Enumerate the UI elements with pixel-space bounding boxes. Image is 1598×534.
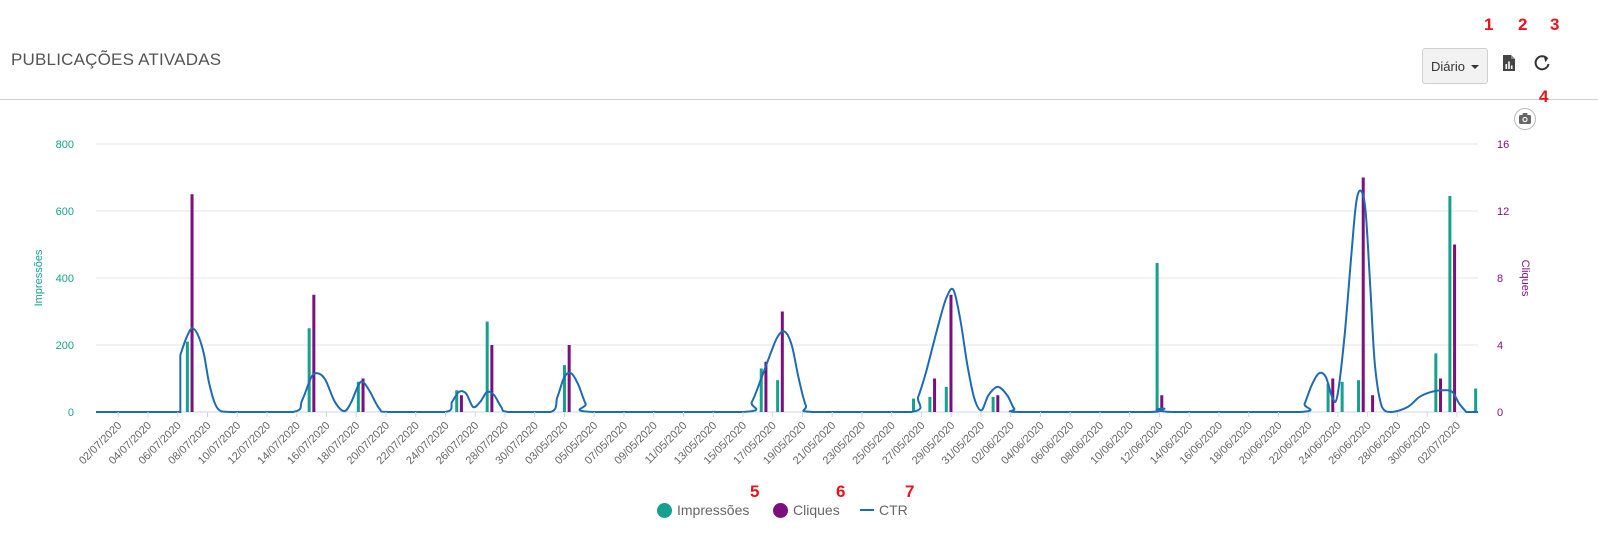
y-tick-label-right: 16 <box>1497 139 1509 151</box>
impressions-bar <box>455 390 459 412</box>
caret-down-icon <box>1470 65 1479 69</box>
ctr-series-line <box>96 189 1478 414</box>
chart-legend: Impressões Cliques CTR <box>0 502 1598 522</box>
ctr-swatch <box>860 509 874 511</box>
impressions-bar <box>911 398 915 412</box>
clicks-bar <box>567 345 571 412</box>
clicks-bar <box>361 378 365 412</box>
impressions-bar <box>562 365 566 412</box>
impressions-swatch <box>657 502 672 518</box>
clicks-bar <box>996 395 1000 412</box>
impressions-bar <box>1474 388 1478 412</box>
snapshot-button[interactable] <box>1514 108 1536 130</box>
gridlines <box>96 143 1478 413</box>
annotation-5: 5 <box>750 482 760 501</box>
impressions-bar <box>356 381 360 412</box>
impressions-bar <box>928 396 932 412</box>
impressions-bar <box>1448 195 1452 412</box>
clicks-bar <box>933 378 937 412</box>
clicks-bar <box>1439 378 1443 412</box>
clicks-bar <box>1453 244 1457 412</box>
annotation-1: 1 <box>1484 15 1494 34</box>
period-label: Diário <box>1431 58 1465 74</box>
export-chart-button[interactable] <box>1499 53 1519 73</box>
file-chart-icon <box>1503 55 1515 71</box>
y-tick-label-right: 12 <box>1497 206 1509 218</box>
impressions-bar <box>1434 353 1438 412</box>
period-dropdown[interactable]: Diário <box>1422 48 1488 84</box>
impressions-bar <box>185 341 189 412</box>
clicks-swatch <box>773 502 788 518</box>
y-tick-label-left: 0 <box>68 407 74 419</box>
clicks-bar <box>949 294 953 412</box>
clicks-bar <box>1331 378 1335 412</box>
annotation-2: 2 <box>1518 15 1528 34</box>
clicks-bar <box>1160 395 1164 412</box>
y-tick-label-left: 600 <box>56 206 74 218</box>
annotation-3: 3 <box>1550 15 1560 34</box>
legend-impressions-label: Impressões <box>677 502 750 518</box>
y-tick-label-left: 800 <box>56 139 74 151</box>
legend-impressions[interactable]: Impressões <box>657 502 749 518</box>
clicks-bar <box>1371 395 1375 412</box>
y-tick-label-right: 4 <box>1497 340 1503 352</box>
clicks-bar <box>1361 177 1365 412</box>
clicks-bar <box>780 311 784 412</box>
impressions-bar <box>307 328 311 412</box>
y-tick-label-right: 8 <box>1497 273 1503 285</box>
annotation-6: 6 <box>836 482 846 501</box>
impressions-bar <box>759 368 763 412</box>
impressions-bar <box>485 321 489 412</box>
clicks-bar <box>490 345 494 412</box>
y-tick-label-left: 200 <box>56 340 74 352</box>
chart-header: PUBLICAÇÕES ATIVADAS Diário 1 2 3 <box>0 0 1598 100</box>
bars <box>185 177 1478 412</box>
legend-ctr[interactable]: CTR <box>860 502 908 518</box>
y-axis-title-left: Impressões <box>33 249 45 306</box>
impressions-bar <box>1326 383 1330 412</box>
annotation-7: 7 <box>905 482 915 501</box>
page-title: PUBLICAÇÕES ATIVADAS <box>11 50 222 69</box>
clicks-bar <box>190 194 194 412</box>
y-axis-title-right: Cliques <box>1519 260 1531 297</box>
clicks-bar <box>459 395 463 412</box>
ctr-line <box>96 189 1478 414</box>
y-tick-label-right: 0 <box>1497 407 1503 419</box>
refresh-icon <box>1534 55 1550 71</box>
refresh-button[interactable] <box>1532 53 1552 73</box>
annotation-4: 4 <box>1539 87 1549 106</box>
legend-clicks[interactable]: Cliques <box>773 502 840 518</box>
impressions-bar <box>1155 262 1159 412</box>
clicks-bar <box>312 294 316 412</box>
impressions-bar <box>776 380 780 412</box>
legend-clicks-label: Cliques <box>793 502 840 518</box>
impressions-bar <box>944 386 948 412</box>
impressions-bar <box>1357 380 1361 412</box>
clicks-bar <box>764 361 768 412</box>
legend-ctr-label: CTR <box>879 502 908 518</box>
y-tick-label-left: 400 <box>56 273 74 285</box>
impressions-bar <box>1340 381 1344 412</box>
impressions-bar <box>991 396 995 412</box>
camera-icon <box>1519 113 1531 124</box>
